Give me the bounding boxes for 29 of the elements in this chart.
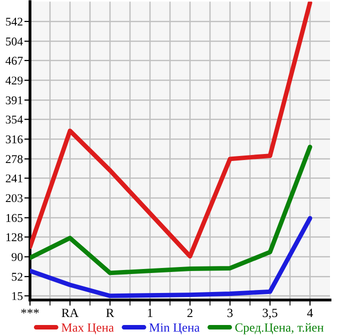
y-tick-label: 542	[6, 18, 22, 26]
x-tick-label: 1	[148, 308, 152, 318]
legend-label: Сред.Цена, т.йен	[235, 323, 324, 334]
x-tick-label: 3,5	[262, 308, 278, 319]
y-tick-label: 15	[12, 292, 23, 300]
legend-label: Max Цена	[62, 323, 114, 334]
y-tick-label: 429	[6, 76, 23, 85]
x-tick-label: ***	[21, 308, 39, 314]
x-tick-label: 2	[187, 308, 192, 318]
y-tick-label: 467	[6, 56, 23, 65]
line-series	[30, 2, 312, 258]
y-tick-label: 504	[6, 37, 23, 46]
y-tick-label: 278	[6, 155, 23, 164]
line-series	[30, 144, 312, 276]
y-tick-label: 316	[6, 135, 23, 144]
y-tick-label: 90	[12, 253, 23, 261]
y-tick-label: 52	[12, 272, 22, 281]
x-tick-label: 4	[307, 308, 313, 318]
legend-label: Min Цена	[149, 323, 200, 334]
x-tick-label: 3	[227, 308, 233, 318]
y-tick-label: 165	[6, 214, 23, 222]
line-series	[30, 216, 312, 298]
y-tick-label: 128	[6, 233, 23, 242]
y-tick-label: 241	[6, 174, 22, 182]
y-tick-label: 354	[6, 116, 23, 124]
y-tick-label: 391	[6, 96, 22, 104]
x-tick-label: RA	[62, 308, 79, 318]
y-tick-label: 203	[6, 194, 23, 202]
x-tick-label: R	[106, 308, 114, 318]
